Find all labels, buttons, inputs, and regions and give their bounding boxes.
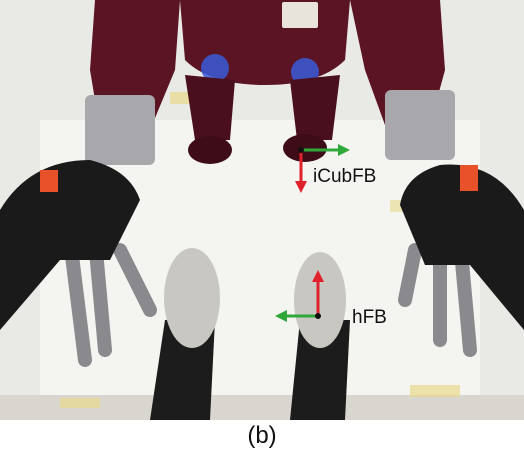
glove-accent-left: [40, 170, 58, 192]
human-left-arm: [0, 160, 140, 330]
figure-caption: (b): [247, 422, 277, 449]
hfb-y-axis-head: [312, 270, 324, 282]
icub-x-axis-head: [338, 144, 350, 156]
robot-left-leg: [185, 75, 235, 140]
robot-logo-plate: [282, 2, 318, 28]
icub-frame-origin: [298, 147, 304, 153]
human-right-arm: [400, 164, 524, 330]
hfb-x-axis-head: [275, 310, 287, 322]
robot-left-hand: [85, 95, 155, 165]
tape-strip: [60, 398, 100, 408]
robot-right-leg: [290, 75, 340, 140]
human-left-shoe: [164, 248, 220, 348]
scene-illustration: [0, 0, 524, 420]
robot-right-hand: [385, 90, 455, 160]
tape-strip: [410, 385, 460, 397]
icub-y-axis-head: [295, 181, 307, 193]
robot-right-foot: [283, 134, 327, 162]
human-right-leg: [290, 320, 350, 420]
icub-frame-label: iCubFB: [313, 166, 377, 187]
human-frame-label: hFB: [352, 307, 387, 328]
photo: iCubFB hFB: [0, 0, 524, 420]
hfb-frame-origin: [315, 313, 321, 319]
robot-light: [201, 54, 229, 82]
glove-accent-right: [460, 165, 478, 191]
human-right-shoe: [294, 252, 346, 348]
robot-left-foot: [188, 136, 232, 164]
